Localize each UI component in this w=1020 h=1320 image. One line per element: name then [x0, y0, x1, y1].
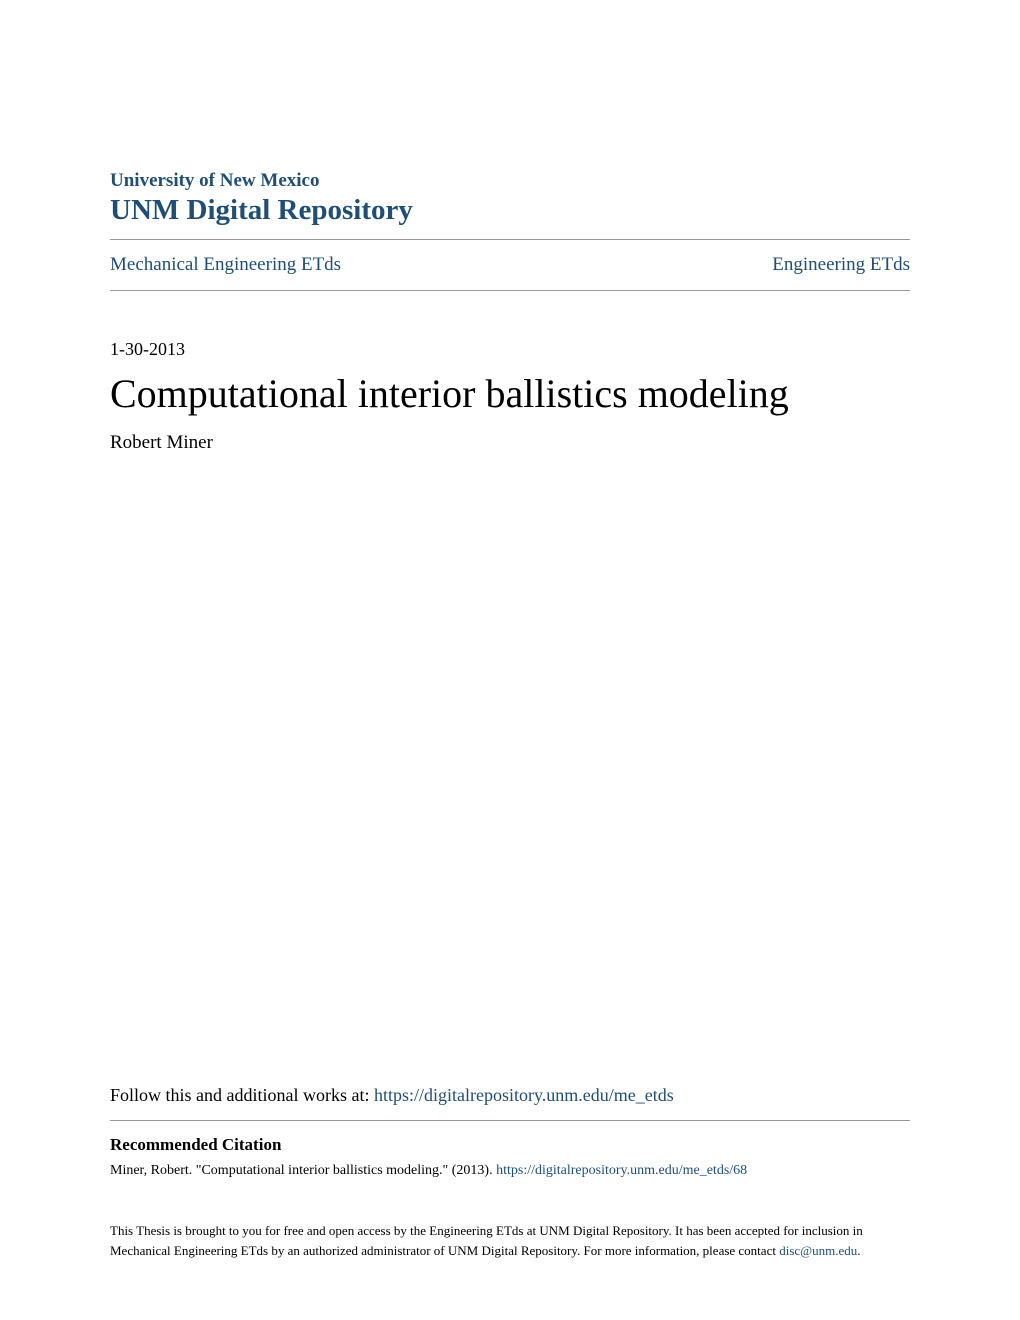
follow-prefix: Follow this and additional works at: — [110, 1085, 374, 1105]
repository-name[interactable]: UNM Digital Repository — [110, 194, 910, 227]
breadcrumb-right-link[interactable]: Engineering ETds — [772, 254, 910, 276]
breadcrumb-row: Mechanical Engineering ETds Engineering … — [110, 240, 910, 290]
header-section: University of New Mexico UNM Digital Rep… — [110, 170, 910, 227]
author-name: Robert Miner — [110, 432, 910, 454]
citation-text: Miner, Robert. "Computational interior b… — [110, 1161, 910, 1181]
disclaimer-text: This Thesis is brought to you for free a… — [110, 1221, 910, 1260]
publication-date: 1-30-2013 — [110, 339, 910, 360]
disclaimer-email-link[interactable]: disc@unm.edu — [779, 1243, 857, 1258]
breadcrumb-left-link[interactable]: Mechanical Engineering ETds — [110, 254, 341, 276]
university-name: University of New Mexico — [110, 170, 910, 192]
citation-link[interactable]: https://digitalrepository.unm.edu/me_etd… — [496, 1163, 747, 1178]
disclaimer-suffix: . — [857, 1243, 860, 1258]
citation-heading: Recommended Citation — [110, 1135, 910, 1155]
citation-prefix: Miner, Robert. "Computational interior b… — [110, 1163, 496, 1178]
divider-citation — [110, 1120, 910, 1121]
follow-text: Follow this and additional works at: htt… — [110, 1085, 910, 1106]
bottom-section: Follow this and additional works at: htt… — [110, 1085, 910, 1260]
paper-title: Computational interior ballistics modeli… — [110, 370, 910, 418]
follow-link[interactable]: https://digitalrepository.unm.edu/me_etd… — [374, 1085, 674, 1105]
divider-breadcrumb — [110, 290, 910, 291]
disclaimer-prefix: This Thesis is brought to you for free a… — [110, 1223, 863, 1258]
